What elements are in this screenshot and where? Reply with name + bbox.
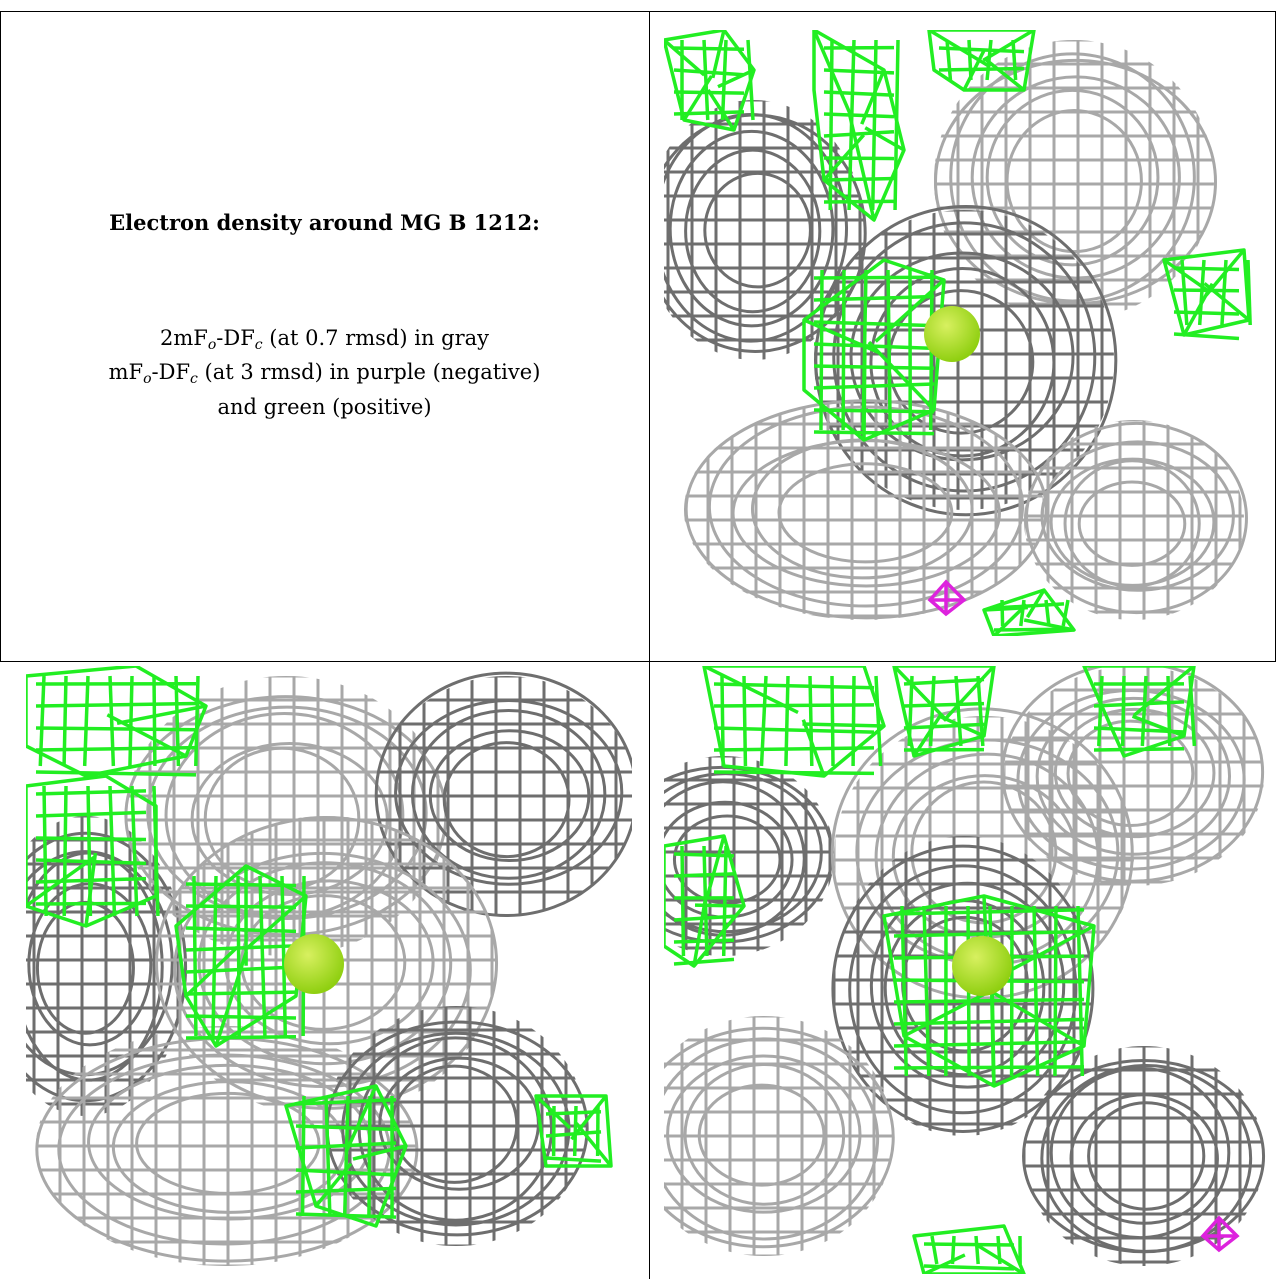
positive-density-mesh: [26, 666, 208, 778]
positive-density-mesh: [892, 666, 996, 758]
positive-density-mesh: [927, 30, 1036, 92]
caption-text: (at 3 rmsd) in purple (negative): [197, 360, 541, 384]
caption-text: -DF: [151, 360, 191, 384]
negative-density-mesh: [1200, 1215, 1240, 1253]
mg-ion-sphere: [952, 936, 1012, 996]
caption-text: mF: [108, 360, 144, 384]
caption-line-2: mFo-DFc (at 3 rmsd) in purple (negative): [0, 360, 649, 387]
caption-text: 2mF: [159, 326, 208, 350]
caption-subscript: c: [190, 371, 198, 387]
mg-ion-sphere: [924, 306, 980, 362]
positive-density-mesh: [982, 588, 1076, 636]
positive-density-mesh: [534, 1094, 613, 1168]
density-panel-bottom-right: [664, 666, 1272, 1274]
gray-density-mesh: [1001, 666, 1265, 886]
table-divider-vertical: [649, 11, 650, 1279]
caption-cell: Electron density around MG B 1212: 2mFo-…: [0, 12, 649, 660]
density-panel-bottom-left: [26, 666, 632, 1271]
density-panel-top-right: [664, 30, 1264, 636]
caption-line-1: 2mFo-DFc (at 0.7 rmsd) in gray: [0, 326, 649, 353]
positive-density-mesh: [26, 774, 160, 928]
caption-line-3: and green (positive): [217, 395, 432, 419]
electron-density-mesh: [664, 30, 1252, 636]
gray-density-mesh: [934, 40, 1218, 320]
positive-density-mesh: [1082, 666, 1197, 758]
positive-density-mesh: [812, 30, 906, 222]
positive-density-mesh: [284, 1084, 408, 1228]
positive-density-mesh: [174, 864, 308, 1048]
electron-density-mesh: [664, 666, 1266, 1274]
positive-density-mesh: [664, 30, 756, 132]
negative-density-mesh: [927, 579, 967, 617]
gray-density-mesh: [325, 1006, 589, 1246]
caption-text: (at 0.7 rmsd) in gray: [262, 326, 490, 350]
caption-title: Electron density around MG B 1212:: [109, 210, 540, 235]
table-divider-horizontal: [0, 661, 1276, 662]
table-border-left: [0, 11, 1, 661]
positive-density-mesh: [702, 666, 886, 778]
caption-subscript: o: [143, 371, 152, 387]
gray-density-mesh: [684, 399, 1048, 620]
table-border-top: [0, 11, 1276, 12]
mg-ion-sphere: [284, 934, 344, 994]
positive-density-mesh: [802, 258, 946, 442]
caption-subscript: o: [207, 337, 217, 353]
gray-density-mesh: [664, 100, 867, 360]
gray-density-mesh: [1022, 1046, 1266, 1266]
positive-density-mesh: [912, 1224, 1026, 1274]
caption-text: -DF: [216, 326, 255, 350]
electron-density-mesh: [26, 666, 632, 1266]
caption-subscript: c: [254, 337, 263, 353]
positive-density-mesh: [664, 834, 746, 968]
positive-density-mesh: [1162, 248, 1252, 341]
